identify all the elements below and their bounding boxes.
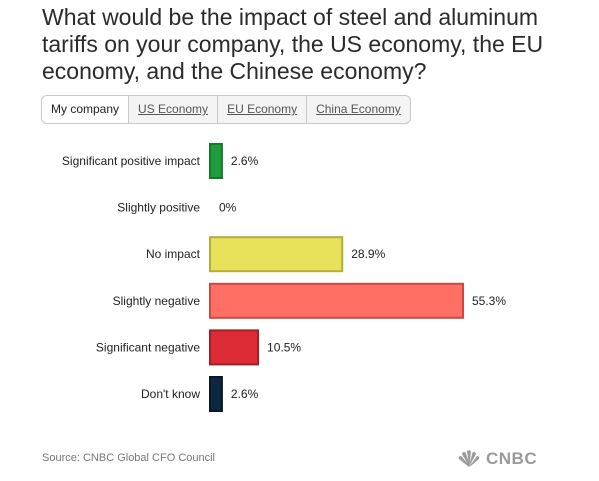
category-label: Significant negative [96, 340, 200, 354]
source-note: Source: CNBC Global CFO Council [42, 452, 216, 464]
value-label: 10.5% [267, 340, 301, 354]
bar [209, 282, 464, 319]
value-label: 55.3% [472, 294, 506, 308]
chart-title: What would be the impact of steel and al… [42, 4, 544, 84]
category-label: Slightly negative [113, 294, 201, 308]
bar [209, 376, 223, 412]
value-label: 2.6% [231, 154, 259, 168]
tab-us-economy[interactable]: US Economy [129, 96, 219, 123]
value-label: 2.6% [231, 387, 259, 401]
tab-china-economy[interactable]: China Economy [316, 102, 401, 116]
value-label: 28.9% [351, 247, 385, 261]
tab-bar: My company US Economy EU Economy China E… [41, 95, 411, 124]
logo-text: CNBC [486, 449, 538, 468]
peacock-icon [458, 450, 480, 467]
cnbc-logo: CNBC [456, 448, 537, 470]
category-label: Slightly positive [117, 201, 200, 215]
bar [209, 329, 260, 366]
tab-my-company[interactable]: My company [42, 96, 130, 123]
bar [209, 143, 223, 179]
category-label: Significant positive impact [62, 154, 201, 168]
tab-eu-economy[interactable]: EU Economy [218, 96, 308, 123]
category-label: Don't know [141, 387, 200, 401]
bar [209, 236, 344, 273]
value-label: 0% [219, 201, 237, 215]
category-label: No impact [146, 247, 201, 261]
